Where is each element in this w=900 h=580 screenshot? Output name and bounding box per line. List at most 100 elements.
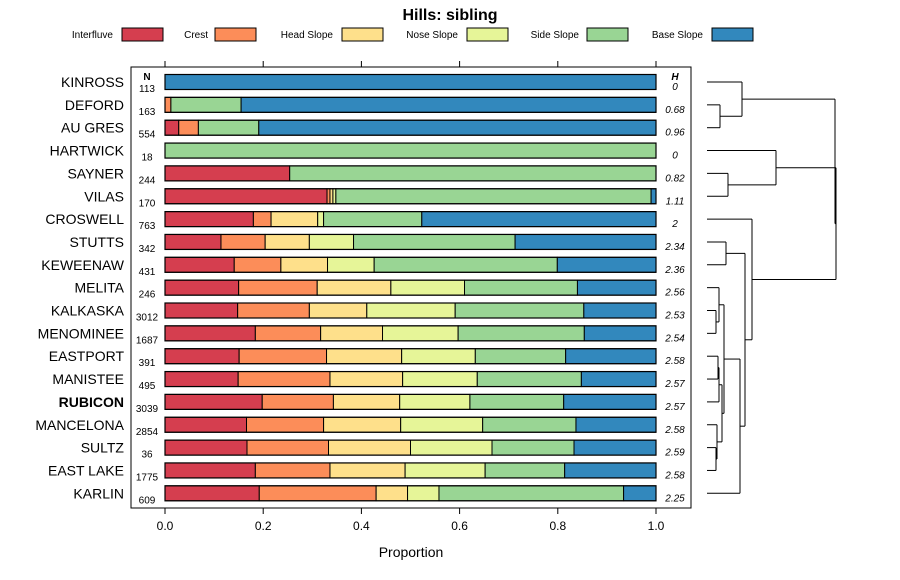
bar-segment-side-slope bbox=[289, 165, 657, 182]
bar-segment-head-slope bbox=[264, 233, 310, 250]
x-tick-label: 0.6 bbox=[451, 519, 468, 533]
row-h: 2.53 bbox=[664, 311, 685, 322]
row-karlin: KARLIN 609 2.25 bbox=[73, 485, 685, 506]
row-label: SULTZ bbox=[81, 440, 125, 456]
legend-label-crest: Crest bbox=[184, 30, 208, 41]
bar-outline bbox=[164, 302, 657, 319]
bar-segment-crest bbox=[238, 279, 318, 296]
row-label: EASTPORT bbox=[49, 348, 125, 364]
bar-segment-interfluve bbox=[164, 371, 239, 388]
bar-segment-head-slope bbox=[329, 371, 404, 388]
row-deford: DEFORD 163 0.68 bbox=[65, 96, 685, 118]
row-rubicon: RUBICON 3039 2.57 bbox=[59, 393, 685, 415]
n-header: N bbox=[143, 72, 150, 83]
bar-outline bbox=[164, 325, 657, 342]
x-tick-label: 0.2 bbox=[255, 519, 272, 533]
row-n: 431 bbox=[139, 267, 156, 278]
bar-segment-interfluve bbox=[164, 256, 235, 273]
bar-segment-nose-slope bbox=[390, 279, 466, 296]
legend-label-base-slope: Base Slope bbox=[652, 30, 704, 41]
bar-segment-nose-slope bbox=[366, 302, 456, 319]
row-h: 1.11 bbox=[666, 196, 685, 207]
legend-label-side-slope: Side Slope bbox=[531, 30, 580, 41]
bar-segment-head-slope bbox=[280, 256, 329, 273]
bar-segment-crest bbox=[246, 439, 330, 456]
row-h: 2.36 bbox=[664, 265, 685, 276]
bar-segment-crest bbox=[254, 325, 322, 342]
row-n: 1775 bbox=[136, 472, 159, 483]
row-label: SAYNER bbox=[67, 165, 124, 181]
row-sultz: SULTZ 36 2.59 bbox=[81, 439, 685, 461]
row-east-lake: EAST LAKE 1775 2.58 bbox=[48, 462, 685, 483]
bar-segment-side-slope bbox=[197, 119, 260, 136]
row-croswell: CROSWELL 763 2 bbox=[45, 211, 678, 232]
row-h: 2.57 bbox=[664, 402, 685, 413]
bar-segment-crest bbox=[220, 233, 266, 250]
plot-panel bbox=[130, 66, 692, 509]
x-axis-top bbox=[164, 61, 657, 67]
bar-segment-interfluve bbox=[164, 188, 328, 205]
x-axis-bottom: 0.0 0.2 0.4 0.6 0.8 1.0 bbox=[157, 508, 665, 533]
row-n: 495 bbox=[139, 381, 156, 392]
bar-segment-nose-slope bbox=[327, 256, 375, 273]
bar-segment-head-slope bbox=[316, 279, 392, 296]
bar-segment-interfluve bbox=[164, 416, 248, 433]
bar-segment-interfluve bbox=[164, 119, 180, 136]
bar-segment-base-slope bbox=[565, 348, 657, 365]
row-h: 2.58 bbox=[664, 470, 685, 481]
bar-segment-base-slope bbox=[623, 485, 657, 502]
bar-segment-side-slope bbox=[164, 142, 657, 159]
bar-segment-interfluve bbox=[164, 393, 263, 410]
bar-outline bbox=[164, 256, 657, 273]
bar-segment-side-slope bbox=[482, 416, 577, 433]
row-n: 3012 bbox=[136, 313, 159, 324]
row-n: 113 bbox=[139, 84, 155, 95]
legend-label-head-slope: Head Slope bbox=[281, 30, 334, 41]
bar-segment-interfluve bbox=[164, 485, 260, 502]
bar-outline bbox=[164, 439, 657, 456]
bar-segment-side-slope bbox=[469, 393, 565, 410]
row-kinross: KINROSS 113 0 bbox=[61, 73, 678, 95]
bar-segment-head-slope bbox=[328, 439, 411, 456]
bar-segment-base-slope bbox=[164, 74, 657, 90]
row-n: 391 bbox=[139, 358, 156, 369]
row-kalkaska: KALKASKA 3012 2.53 bbox=[51, 302, 685, 324]
bar-segment-side-slope bbox=[170, 96, 242, 113]
row-h: 0.82 bbox=[665, 173, 685, 184]
row-h: 2.34 bbox=[664, 242, 685, 253]
row-h: 2.54 bbox=[664, 333, 685, 344]
legend-swatch-side-slope bbox=[586, 27, 629, 42]
row-n: 244 bbox=[139, 175, 156, 186]
bar-segment-interfluve bbox=[164, 279, 240, 296]
legend-swatch-head-slope bbox=[341, 27, 384, 42]
bar-segment-interfluve bbox=[164, 462, 256, 479]
row-eastport: EASTPORT 391 2.58 bbox=[49, 348, 685, 369]
bar-outline bbox=[164, 393, 657, 410]
row-n: 246 bbox=[139, 290, 156, 301]
bar-segment-side-slope bbox=[323, 211, 423, 228]
bar-outline bbox=[164, 348, 657, 365]
legend-label-interfluve: Interfluve bbox=[72, 30, 114, 41]
x-axis-title: Proportion bbox=[379, 544, 444, 560]
bar-segment-side-slope bbox=[457, 325, 585, 342]
dendrogram bbox=[707, 81, 837, 494]
row-label: MANISTEE bbox=[52, 371, 124, 387]
bar-segment-base-slope bbox=[573, 439, 657, 456]
bar-segment-nose-slope bbox=[399, 393, 471, 410]
bar-segment-base-slope bbox=[556, 256, 657, 273]
row-au-gres: AU GRES 554 0.96 bbox=[61, 119, 685, 141]
bar-outline bbox=[164, 211, 657, 228]
bar-segment-base-slope bbox=[258, 119, 657, 136]
bar-outline bbox=[164, 462, 657, 479]
bar-segment-base-slope bbox=[421, 211, 657, 228]
row-label: KINROSS bbox=[61, 74, 124, 90]
bar-segment-base-slope bbox=[580, 371, 657, 388]
row-label: VILAS bbox=[84, 188, 124, 204]
row-label: RUBICON bbox=[59, 394, 124, 410]
bar-segment-side-slope bbox=[476, 371, 582, 388]
bar-segment-head-slope bbox=[375, 485, 409, 502]
row-h: 0.96 bbox=[665, 128, 685, 139]
row-menominee: MENOMINEE 1687 2.54 bbox=[38, 325, 685, 346]
